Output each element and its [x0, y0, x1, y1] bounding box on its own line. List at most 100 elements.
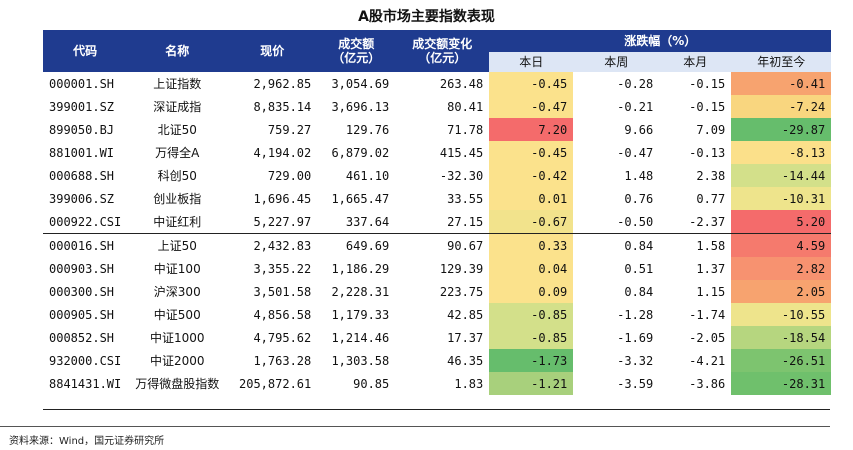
volume-change-cell: 17.37	[447, 330, 484, 345]
ytd-change-cell: -14.44	[731, 164, 832, 187]
day-change-cell: -0.85	[489, 303, 574, 326]
day-change-cell: -1.73	[489, 349, 574, 372]
header-name: 名称	[127, 30, 228, 72]
price-cell: 2,962.85	[253, 76, 312, 91]
index-code: 399001.SZ	[49, 99, 115, 114]
volume-cell: 1,179.33	[331, 307, 390, 322]
month-change-cell: -2.37	[689, 214, 726, 229]
week-change-cell: 9.66	[624, 122, 654, 137]
index-name: 中证2000	[149, 354, 205, 368]
ytd-change-cell: -10.31	[731, 187, 832, 210]
month-change-cell: 7.09	[696, 122, 726, 137]
index-name: 深证成指	[153, 100, 202, 114]
table-row: 932000.CSI 中证2000 1,763.28 1,303.58 46.35 -1.…	[43, 349, 832, 372]
index-code: 899050.BJ	[49, 122, 115, 137]
header-month: 本月	[659, 52, 732, 72]
volume-cell: 461.10	[345, 168, 390, 183]
volume-cell: 2,228.31	[331, 284, 390, 299]
index-name: 中证1000	[149, 331, 205, 345]
month-change-cell: -0.15	[689, 76, 726, 91]
volume-change-cell: 223.75	[439, 284, 484, 299]
day-change-cell: 0.01	[489, 187, 574, 210]
header-pct-group: 涨跌幅（%）	[489, 30, 832, 52]
volume-cell: 1,665.47	[331, 191, 390, 206]
index-code: 000016.SH	[43, 233, 128, 257]
volume-cell: 1,214.46	[331, 330, 390, 345]
index-code: 000001.SH	[49, 76, 115, 91]
index-name: 北证50	[157, 123, 197, 137]
month-change-cell: 1.37	[696, 261, 726, 276]
week-change-cell: -3.59	[617, 376, 654, 391]
volume-change-cell: 80.41	[447, 99, 484, 114]
volume-change-cell: 90.67	[395, 233, 490, 257]
price-cell: 3,355.22	[253, 261, 312, 276]
table-row: 399001.SZ 深证成指 8,835.14 3,696.13 80.41 -0.47 -…	[43, 95, 832, 118]
index-name: 中证100	[153, 262, 201, 276]
week-change-cell: -0.47	[617, 145, 654, 160]
header-code: 代码	[43, 30, 128, 72]
index-name: 中证红利	[153, 215, 202, 229]
week-change-cell: 0.84	[573, 233, 660, 257]
volume-cell: 129.76	[345, 122, 390, 137]
price-cell: 4,856.58	[253, 307, 312, 322]
ytd-change-cell: -0.41	[731, 72, 832, 95]
index-name: 万得微盘股指数	[135, 377, 220, 391]
ytd-change-cell: -29.87	[731, 118, 832, 141]
table-row: 000300.SH 沪深300 3,501.58 2,228.31 223.75 0.09…	[43, 280, 832, 303]
week-change-cell: -3.32	[617, 353, 654, 368]
header-week: 本周	[573, 52, 660, 72]
ytd-change-cell: 4.59	[731, 233, 832, 257]
price-cell: 4,795.62	[253, 330, 312, 345]
index-code: 000903.SH	[49, 261, 115, 276]
table-row: 8841431.WI 万得微盘股指数 205,872.61 90.85 1.83 -1.2…	[43, 372, 832, 395]
week-change-cell: 1.48	[624, 168, 654, 183]
table-row: 000852.SH 中证1000 4,795.62 1,214.46 17.37 -0.8…	[43, 326, 832, 349]
source-note: 资料来源：Wind，国元证券研究所	[9, 436, 165, 447]
day-change-cell: 0.09	[489, 280, 574, 303]
week-change-cell: -1.69	[617, 330, 654, 345]
price-cell: 8,835.14	[253, 99, 312, 114]
volume-change-cell: 71.78	[447, 122, 484, 137]
header-volume: 成交额 （亿元）	[317, 30, 396, 72]
index-code: 399006.SZ	[49, 191, 115, 206]
header-volume-change: 成交额变化 （亿元）	[395, 30, 490, 72]
index-code: 8841431.WI	[49, 376, 122, 391]
volume-change-cell: 263.48	[439, 76, 484, 91]
volume-cell: 6,879.02	[331, 145, 390, 160]
price-cell: 205,872.61	[239, 376, 312, 391]
index-code: 000300.SH	[49, 284, 115, 299]
day-change-cell: -0.67	[489, 210, 574, 234]
ytd-change-cell: -18.54	[731, 326, 832, 349]
index-performance-table: 代码 名称 现价 成交额 （亿元） 成交额变化 （亿元） 涨跌幅（%） 本日 本…	[43, 30, 832, 395]
volume-cell: 1,303.58	[331, 353, 390, 368]
header-price: 现价	[227, 30, 318, 72]
table-row: 399006.SZ 创业板指 1,696.45 1,665.47 33.55 0.01 0.…	[43, 187, 832, 210]
ytd-change-cell: 2.05	[731, 280, 832, 303]
index-name: 科创50	[157, 169, 197, 183]
month-change-cell: -0.15	[689, 99, 726, 114]
week-change-cell: -0.50	[617, 214, 654, 229]
index-code: 000905.SH	[49, 307, 115, 322]
volume-change-cell: 27.15	[447, 214, 484, 229]
index-name: 沪深300	[153, 285, 201, 299]
day-change-cell: -0.42	[489, 164, 574, 187]
table-row: 000922.CSI 中证红利 5,227.97 337.64 27.15 -0.67 -0…	[43, 210, 832, 234]
month-change-cell: -0.13	[689, 145, 726, 160]
ytd-change-cell: -26.51	[731, 349, 832, 372]
table-bottom-rule	[43, 409, 830, 410]
table-body: 000001.SH 上证指数 2,962.85 3,054.69 263.48 -0.45…	[43, 72, 832, 395]
month-change-cell: 0.77	[696, 191, 726, 206]
table-row: 000688.SH 科创50 729.00 461.10 -32.30 -0.42 1.48…	[43, 164, 832, 187]
table-row: 000016.SH 上证50 2,432.83 649.69 90.67 0.33 0.84…	[43, 233, 832, 257]
price-cell: 3,501.58	[253, 284, 312, 299]
index-code: 881001.WI	[49, 145, 115, 160]
day-change-cell: 7.20	[489, 118, 574, 141]
header-ytd: 年初至今	[731, 52, 832, 72]
volume-change-cell: 33.55	[447, 191, 484, 206]
volume-cell: 337.64	[345, 214, 390, 229]
ytd-change-cell: -8.13	[731, 141, 832, 164]
table-title: A股市场主要指数表现	[358, 9, 495, 25]
price-cell: 2,432.83	[227, 233, 318, 257]
volume-change-cell: -32.30	[439, 168, 484, 183]
day-change-cell: -0.45	[489, 72, 574, 95]
